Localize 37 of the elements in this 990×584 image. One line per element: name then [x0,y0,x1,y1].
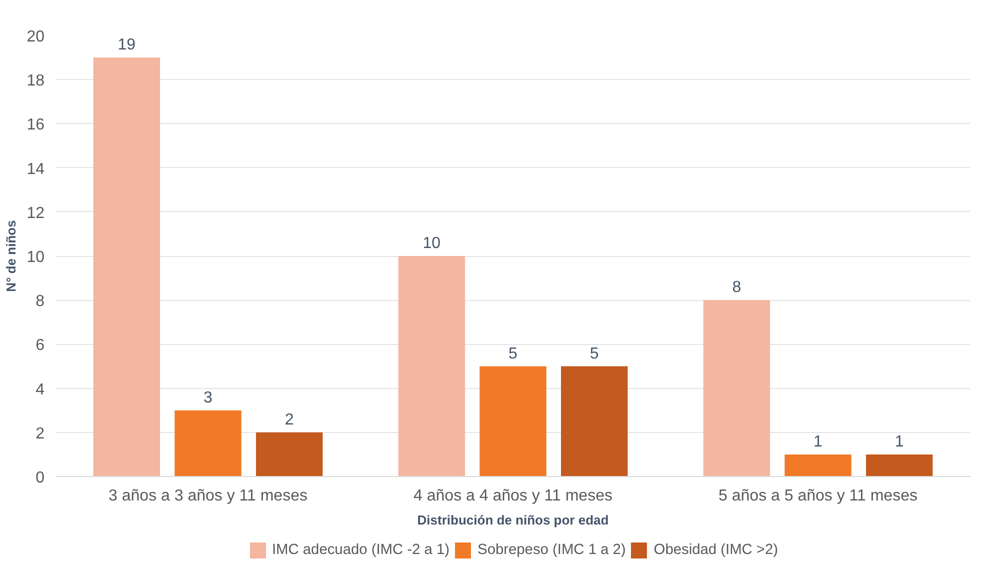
y-tick-label: 20 [26,28,45,46]
data-label: 5 [508,345,518,362]
bar [93,58,160,476]
data-label: 3 [204,389,213,406]
bar [560,366,628,476]
x-axis-title: Distribución de niños por edad [417,512,609,528]
y-tick-label: 6 [36,337,45,354]
data-label: 8 [732,279,742,296]
y-tick-label: 18 [26,72,45,90]
legend-label: Obesidad (IMC >2) [654,542,778,558]
y-tick-label: 10 [26,249,45,266]
y-tick-label: 0 [36,470,45,486]
bar [784,454,852,476]
data-label: 1 [814,433,823,450]
bar [398,256,466,476]
bar [480,366,546,476]
y-axis-title: N° de niños [4,220,19,292]
data-label: 19 [118,36,136,54]
y-tick-label: 12 [26,204,45,222]
x-tick-label: 3 años a 3 años y 11 meses [108,488,308,504]
legend-label: Sobrepeso (IMC 1 a 2) [478,542,626,558]
legend-label: IMC adecuado (IMC -2 a 1) [272,542,450,558]
x-tick-label: 5 años a 5 años y 11 meses [718,488,918,504]
y-tick-label: 8 [36,293,45,310]
data-label: 1 [894,433,904,450]
data-label: 2 [284,411,294,428]
bar [174,410,242,476]
data-label: 5 [590,345,599,362]
y-tick-label: 2 [36,425,45,442]
bar [703,300,770,476]
bar [256,432,323,476]
y-tick-label: 4 [36,381,45,398]
x-tick-label: 4 años a 4 años y 11 meses [414,488,612,504]
y-tick-label: 16 [26,116,45,134]
bar [866,454,933,476]
y-tick-label: 14 [26,160,45,178]
data-label: 10 [422,235,441,252]
